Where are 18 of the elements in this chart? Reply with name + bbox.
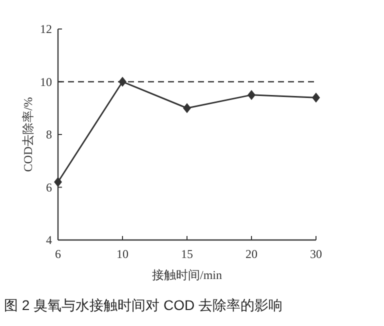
caption: 图 2 臭氧与水接触时间对 COD 去除率的影响 [4, 297, 282, 313]
point [248, 90, 256, 100]
x-tick-label: 10 [116, 247, 128, 261]
y-tick-label: 4 [46, 233, 52, 247]
x-tick-label: 6 [55, 247, 61, 261]
y-axis-title: COD去除率/% [21, 97, 35, 172]
y-tick-label: 8 [46, 128, 52, 142]
x-axis-title: 接触时间/min [152, 268, 222, 282]
x-tick-label: 30 [310, 247, 322, 261]
point [118, 76, 126, 87]
x-tick-label: 20 [246, 247, 258, 261]
y-tick-label: 10 [40, 74, 52, 89]
point [54, 176, 62, 187]
point [183, 103, 191, 114]
x-tick-label: 15 [181, 247, 193, 261]
point [312, 92, 320, 103]
y-tick-label: 12 [40, 22, 52, 36]
y-tick-label: 6 [46, 180, 52, 194]
